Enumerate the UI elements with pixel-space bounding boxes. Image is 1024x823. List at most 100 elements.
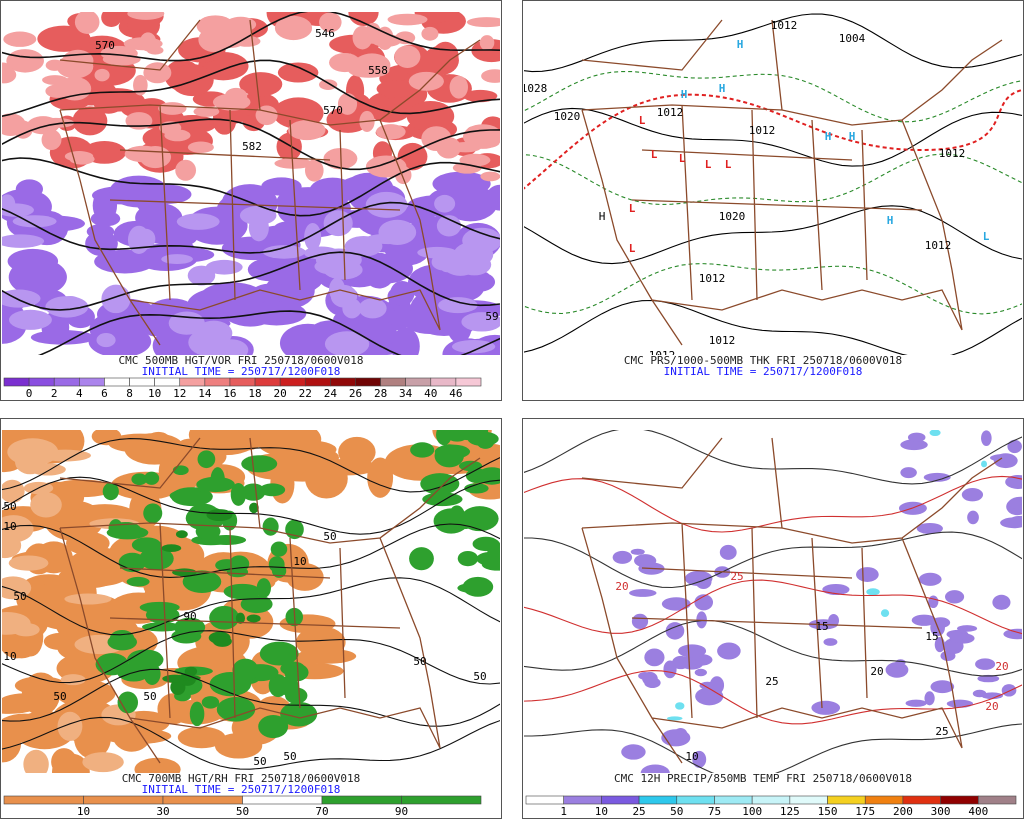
shading: [365, 22, 381, 38]
shading: [916, 522, 943, 534]
shading: [296, 648, 357, 664]
shading: [131, 473, 148, 486]
shading: [270, 541, 288, 557]
shading: [2, 693, 50, 712]
shading: [13, 120, 33, 139]
shading: [911, 614, 937, 626]
contour-label: 20: [615, 580, 628, 593]
colorbar-swatch: [162, 795, 243, 805]
shading: [466, 17, 500, 28]
shading: [141, 622, 182, 632]
shading: [434, 520, 477, 530]
shading: [348, 62, 390, 78]
colorbar-swatch: [204, 377, 231, 387]
shading: [209, 605, 240, 630]
shading: [109, 175, 169, 208]
contour-label: 570: [95, 39, 115, 52]
colorbar-swatch: [430, 377, 457, 387]
map-panel: 20 25 20 15 25 20 10 25 15 20 CMC 12H PRECIP/850MB…: [522, 418, 1024, 819]
shading: [230, 483, 247, 506]
shading: [201, 696, 220, 709]
shading: [90, 211, 121, 227]
shading: [258, 714, 289, 739]
initial-time: INITIAL TIME = 250717/1200F018: [664, 365, 863, 378]
shading: [9, 309, 52, 330]
contour: [524, 299, 1022, 355]
shading: [30, 330, 95, 345]
pressure-center: H: [681, 88, 688, 101]
shading: [259, 483, 286, 497]
colorbar-label: 10: [77, 805, 90, 818]
contour: [2, 523, 500, 578]
colorbar-label: 6: [101, 387, 108, 400]
shading: [143, 503, 163, 524]
shading: [421, 26, 439, 41]
shading: [224, 87, 248, 105]
shading: [644, 648, 665, 667]
shading: [376, 26, 394, 50]
shading: [178, 675, 201, 681]
contour-label: 59: [485, 310, 498, 323]
colorbar-swatch: [304, 377, 331, 387]
contour-label: 50: [323, 530, 336, 543]
contour: [524, 531, 1022, 589]
shading: [923, 472, 951, 482]
shading: [233, 35, 261, 47]
colorbar-swatch: [28, 377, 55, 387]
contour-label: 50: [473, 670, 486, 683]
shading: [337, 93, 358, 115]
shading: [640, 764, 670, 773]
shading: [165, 226, 198, 247]
map-panel: 570 546 558 570 582 59 CMC 500MB HGT/VOR FRI 2…: [0, 0, 502, 401]
colorbar-swatch: [254, 377, 281, 387]
shading: [144, 471, 160, 485]
contour-label: 1028: [521, 82, 548, 95]
contour: [2, 438, 500, 493]
pressure-center: L: [639, 114, 646, 127]
shading: [450, 430, 489, 441]
colorbar-label: 24: [324, 387, 338, 400]
colorbar-label: 100: [742, 805, 762, 818]
colorbar-label: 40: [424, 387, 437, 400]
shading: [1008, 496, 1022, 510]
shading: [967, 510, 979, 525]
colorbar-label: 20: [274, 387, 287, 400]
shading: [274, 15, 313, 41]
contour-label: 50: [253, 755, 266, 768]
shading: [101, 284, 131, 314]
colorbar-swatch: [401, 795, 482, 805]
shading: [387, 13, 428, 26]
shading: [678, 644, 707, 658]
map-bg: [524, 430, 1022, 773]
shading: [2, 289, 41, 308]
shading: [981, 692, 1004, 700]
shading: [212, 635, 232, 647]
caption: CMC PRS/1000-500MB THK FRI 250718/0600V0…: [624, 354, 902, 367]
colorbar-swatch: [940, 795, 979, 805]
shading: [255, 105, 278, 126]
caption: CMC 12H PRECIP/850MB TEMP FRI 250718/060…: [614, 772, 912, 785]
colorbar-label: 16: [223, 387, 236, 400]
thickness-line: [524, 89, 1022, 190]
colorbar-label: 25: [632, 805, 645, 818]
shading: [196, 476, 235, 493]
contour-label: 90: [183, 610, 196, 623]
contour: [524, 723, 1022, 773]
shading: [239, 205, 277, 226]
contour: [37, 310, 500, 355]
contour-label: 50: [413, 655, 426, 668]
colorbar-label: 75: [708, 805, 721, 818]
shading: [319, 79, 338, 90]
shading: [907, 432, 926, 443]
shading: [481, 69, 500, 83]
contour-label: 1012: [699, 272, 726, 285]
shading: [172, 465, 189, 476]
shading: [694, 594, 714, 611]
shading: [91, 430, 122, 446]
contour-label: 50: [53, 690, 66, 703]
colorbar-swatch: [380, 377, 406, 387]
shading: [666, 716, 683, 721]
contour: [2, 668, 500, 727]
shading: [184, 666, 198, 676]
map-panel: 50 10 50 10 50 50 50 90 50 50 50 50 10 CMC 700MB HGT/…: [0, 418, 502, 819]
